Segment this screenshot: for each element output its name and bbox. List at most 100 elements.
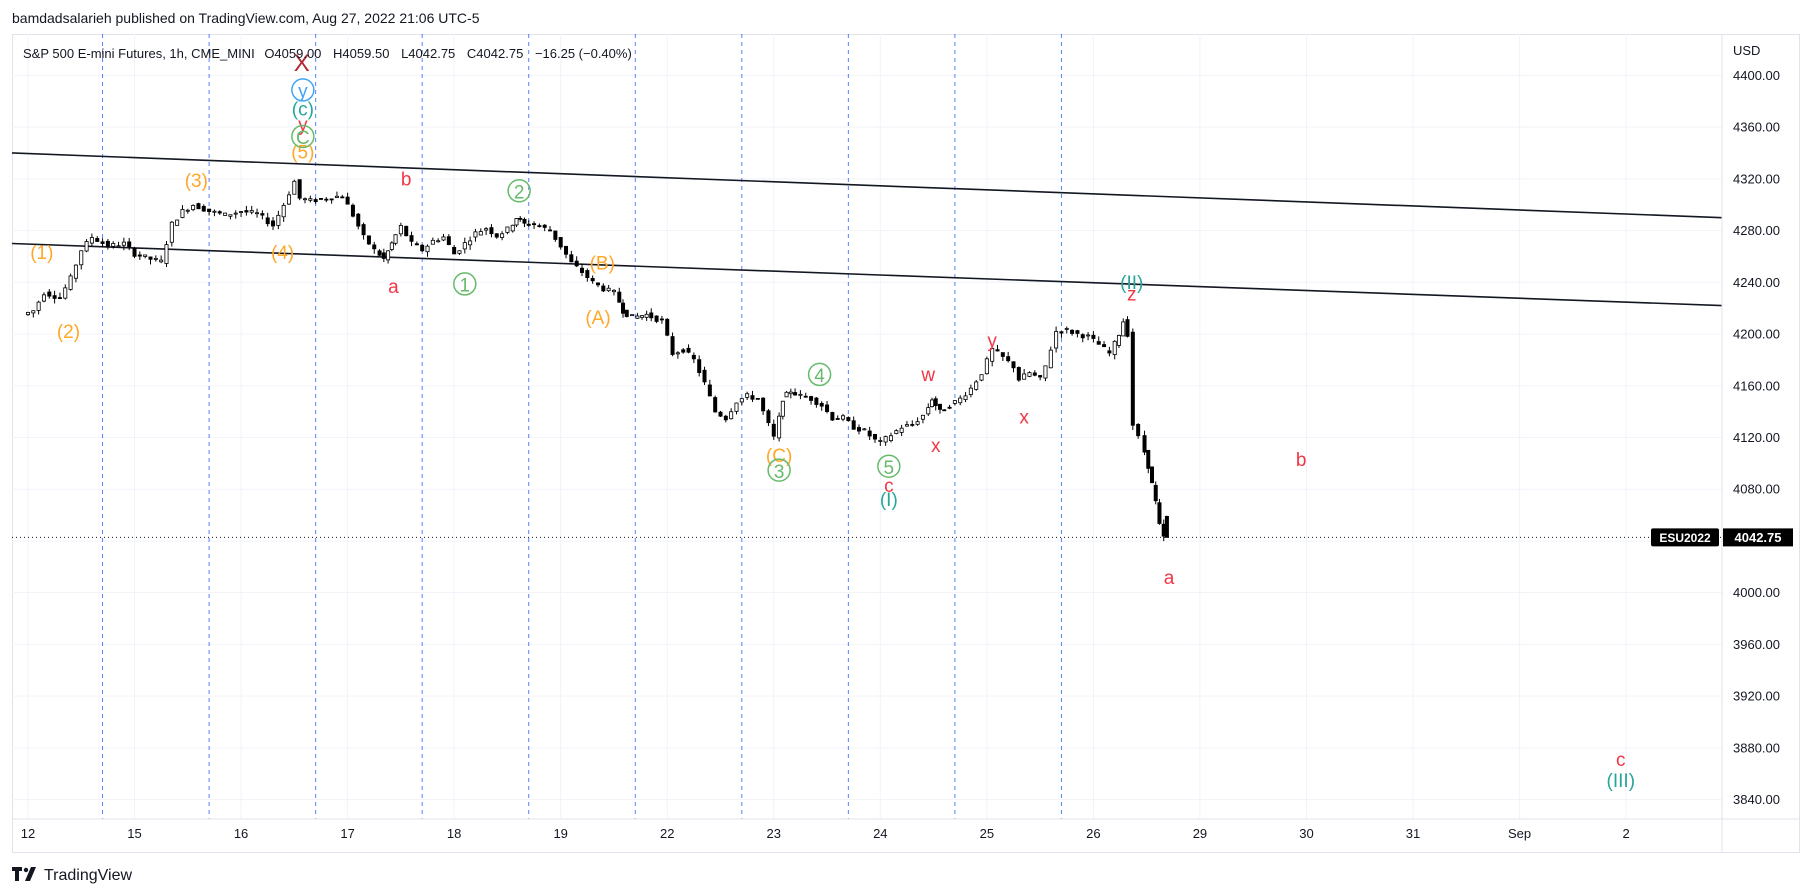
candle: [196, 202, 201, 210]
candle: [1022, 368, 1027, 380]
candle-body: [25, 311, 30, 316]
wave-label: (I): [880, 490, 898, 511]
candle-body: [514, 218, 519, 226]
candle-body: [857, 427, 862, 432]
candle-body: [532, 223, 537, 226]
wave-label: c: [1616, 750, 1626, 771]
candle: [979, 374, 984, 382]
candle-body: [287, 194, 292, 205]
candle: [260, 210, 265, 220]
candle-body: [793, 392, 798, 396]
candle: [635, 312, 640, 319]
candle-body: [1130, 331, 1135, 426]
candle: [867, 426, 872, 440]
candle: [862, 427, 867, 431]
candle: [89, 233, 94, 247]
candle-body: [1153, 484, 1158, 502]
candle: [313, 197, 318, 204]
candle: [1153, 481, 1158, 505]
wave-label: (III): [1607, 771, 1636, 792]
candle-body: [635, 315, 640, 319]
candle: [233, 210, 238, 219]
candle-body: [771, 423, 776, 437]
candle: [846, 416, 851, 422]
candle-body: [1000, 352, 1005, 357]
candle-body: [713, 397, 718, 413]
candle-body: [57, 297, 62, 299]
candle-body: [127, 241, 132, 248]
candle: [386, 250, 391, 264]
candle-body: [414, 243, 419, 246]
candle: [381, 248, 386, 263]
candle-body: [175, 219, 180, 226]
candle: [929, 397, 934, 408]
candle-body: [436, 240, 441, 243]
candle: [659, 315, 664, 324]
candle-body: [766, 410, 771, 424]
candle: [963, 391, 968, 403]
candle-body: [121, 241, 126, 246]
candle: [580, 263, 585, 277]
candle: [1038, 375, 1043, 381]
candle: [958, 395, 963, 406]
svg-text:S&P 500 E-mini Futures, 1h, CM: S&P 500 E-mini Futures, 1h, CME_MINI O40…: [23, 46, 632, 61]
candle: [640, 315, 645, 320]
candle-body: [872, 434, 877, 440]
candle: [137, 251, 142, 260]
ohlc-open: O4059.00: [264, 46, 321, 61]
candle-body: [1027, 372, 1032, 377]
tradingview-logo-icon: [12, 865, 38, 886]
candle: [888, 432, 893, 443]
candle-body: [302, 198, 307, 201]
candle: [649, 308, 654, 322]
candle-body: [867, 430, 872, 437]
candle-body: [191, 205, 196, 211]
candle-body: [89, 237, 94, 244]
candle: [1086, 332, 1091, 341]
candle-body: [361, 224, 366, 236]
candle-body: [894, 430, 899, 434]
candle-body: [606, 287, 611, 292]
candle-body: [324, 198, 329, 201]
candle: [95, 236, 100, 242]
candle: [217, 210, 222, 215]
candle-body: [297, 179, 302, 199]
ticker-badge: [1651, 528, 1719, 547]
candle: [1102, 341, 1107, 348]
candle: [1000, 352, 1005, 361]
candle-body: [990, 347, 995, 362]
x-tick-label: 30: [1299, 826, 1313, 841]
candle: [345, 192, 350, 205]
candle-body: [100, 241, 105, 244]
candle: [484, 227, 489, 235]
candle-body: [809, 396, 814, 401]
candle-body: [590, 278, 595, 282]
candle-body: [569, 254, 574, 263]
candle-body: [239, 211, 244, 213]
candle: [398, 222, 403, 237]
candle-body: [1096, 341, 1101, 345]
y-tick-label: 4400.00: [1733, 68, 1780, 83]
candle-body: [207, 208, 212, 213]
candle: [265, 212, 270, 227]
candle: [537, 223, 542, 228]
candle-body: [611, 289, 616, 293]
candle-body: [1032, 372, 1037, 376]
candle: [377, 249, 382, 257]
candle-body: [697, 359, 702, 373]
y-tick-label: 4120.00: [1733, 430, 1780, 445]
candle: [697, 355, 702, 377]
candle: [441, 233, 446, 242]
candle-body: [228, 214, 233, 217]
candle: [788, 388, 793, 399]
candle: [937, 403, 942, 414]
trendlines: [11, 152, 1723, 307]
candle: [686, 344, 691, 354]
candle-body: [621, 302, 626, 314]
candle-body: [649, 312, 654, 319]
candle: [1048, 346, 1053, 369]
candle: [153, 255, 158, 262]
wave-label: (B): [590, 254, 615, 275]
candle-body: [420, 244, 425, 252]
